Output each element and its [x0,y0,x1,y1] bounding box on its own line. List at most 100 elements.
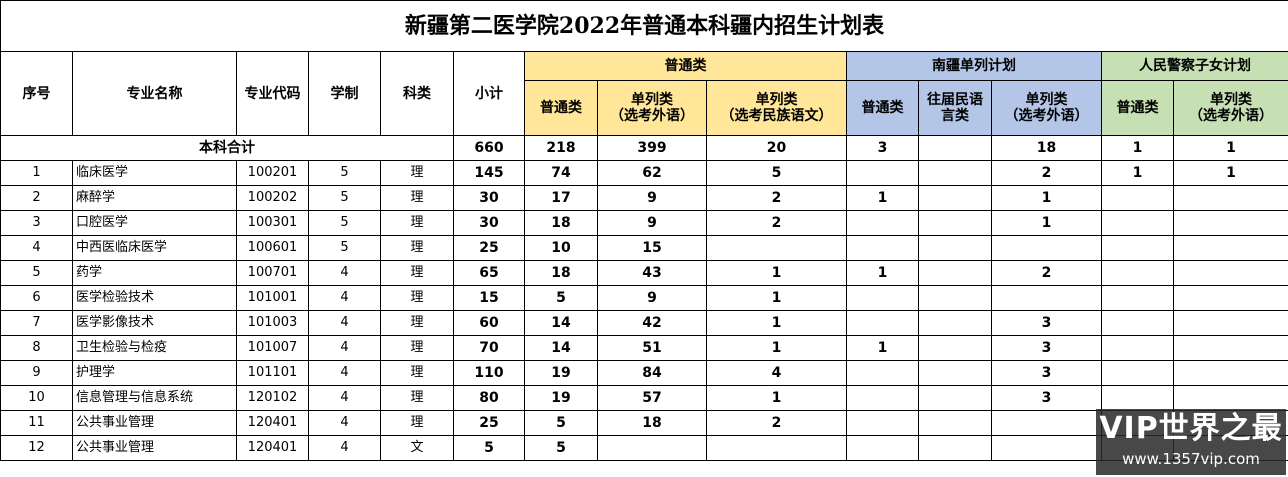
row-cell [918,435,992,461]
row-duration: 4 [308,360,381,386]
row-major-name: 信息管理与信息系统 [72,385,237,411]
row-cell: 14 [524,335,598,361]
row-major-code: 120102 [236,385,309,411]
table-row: 4 中西医临床医学 100601 5 理 25 10 15 [0,235,1288,261]
row-cell [1101,210,1174,236]
table-row: 10 信息管理与信息系统 120102 4 理 80 19 57 1 3 [0,385,1288,411]
row-cell: 1 [846,260,919,286]
row-cell [1101,335,1174,361]
row-duration: 4 [308,285,381,311]
row-cell: 51 [597,335,707,361]
row-cell [918,260,992,286]
row-cell [846,385,919,411]
row-category: 理 [380,385,454,411]
row-major-code: 101001 [236,285,309,311]
watermark-logo: VIP世界之最 www.1357vip.com [1096,409,1286,475]
row-cell: 19 [524,360,598,386]
row-seq: 5 [0,260,73,286]
row-duration: 4 [308,260,381,286]
enrollment-plan-table: 新疆第二医学院2022年普通本科疆内招生计划表 序号 专业名称 专业代码 学制 … [0,0,1288,461]
row-duration: 5 [308,185,381,211]
row-cell [1101,185,1174,211]
row-cell: 5 [524,435,598,461]
row-cell [918,385,992,411]
row-cell [1101,285,1174,311]
row-cell [1172,185,1288,211]
row-category: 理 [380,160,454,186]
table-row: 3 口腔医学 100301 5 理 30 18 9 2 1 [0,210,1288,236]
row-cell [1172,260,1288,286]
row-duration: 4 [308,385,381,411]
row-major-code: 101007 [236,335,309,361]
row-cell: 1 [991,185,1102,211]
row-cell: 1 [846,335,919,361]
row-cell: 3 [991,385,1102,411]
header-subtotal: 小计 [453,51,525,136]
row-cell: 17 [524,185,598,211]
row-cell [918,285,992,311]
subheader-danlie-waiyu: 单列类 （选考外语） [597,80,707,136]
table-row: 2 麻醉学 100202 5 理 30 17 9 2 1 1 [0,185,1288,211]
row-cell [846,210,919,236]
row-cell [1172,235,1288,261]
row-cell [846,435,919,461]
row-subtotal: 70 [453,335,525,361]
row-subtotal: 25 [453,410,525,436]
row-category: 理 [380,360,454,386]
row-cell [1172,360,1288,386]
row-cell [918,410,992,436]
row-cell [1101,360,1174,386]
header-seq: 序号 [0,51,73,136]
row-duration: 4 [308,310,381,336]
row-cell: 2 [991,160,1102,186]
row-major-code: 120401 [236,435,309,461]
row-cell [918,310,992,336]
row-cell [991,435,1102,461]
subheader-nj-danlie-waiyu: 单列类 （选考外语） [991,80,1102,136]
row-category: 文 [380,435,454,461]
row-major-name: 卫生检验与检疫 [72,335,237,361]
row-category: 理 [380,210,454,236]
row-major-code: 120401 [236,410,309,436]
row-major-name: 口腔医学 [72,210,237,236]
row-cell [1101,310,1174,336]
row-major-name: 临床医学 [72,160,237,186]
table-row: 5 药学 100701 4 理 65 18 43 1 1 2 [0,260,1288,286]
row-subtotal: 25 [453,235,525,261]
row-seq: 12 [0,435,73,461]
row-category: 理 [380,310,454,336]
row-cell: 42 [597,310,707,336]
row-subtotal: 15 [453,285,525,311]
watermark-url: www.1357vip.com [1122,450,1260,468]
total-label: 本科合计 [0,135,454,161]
row-subtotal: 110 [453,360,525,386]
row-major-name: 公共事业管理 [72,435,237,461]
row-seq: 11 [0,410,73,436]
row-cell [846,360,919,386]
row-cell [918,160,992,186]
table-row: 6 医学检验技术 101001 4 理 15 5 9 1 [0,285,1288,311]
row-cell: 18 [524,210,598,236]
row-cell: 2 [991,260,1102,286]
row-subtotal: 30 [453,185,525,211]
row-seq: 1 [0,160,73,186]
total-row: 本科合计 660 218 399 20 3 18 1 1 [0,135,1288,161]
subheader-nj-wangjie: 往届民语 言类 [918,80,992,136]
total-cell: 1 [1172,135,1288,161]
row-seq: 6 [0,285,73,311]
row-cell [1101,260,1174,286]
row-major-code: 101101 [236,360,309,386]
row-category: 理 [380,235,454,261]
row-cell: 1 [706,385,847,411]
row-duration: 5 [308,235,381,261]
header-major-name: 专业名称 [72,51,237,136]
row-major-code: 100701 [236,260,309,286]
total-subtotal: 660 [453,135,525,161]
row-cell [1172,385,1288,411]
row-major-name: 医学检验技术 [72,285,237,311]
row-cell: 1 [706,285,847,311]
row-category: 理 [380,285,454,311]
total-cell [918,135,992,161]
row-major-name: 药学 [72,260,237,286]
subheader-putong: 普通类 [524,80,598,136]
